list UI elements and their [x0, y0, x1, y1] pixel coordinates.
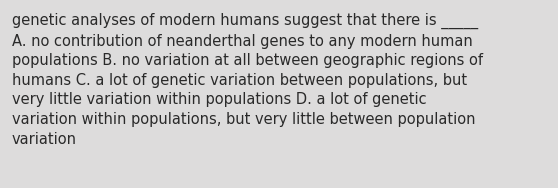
Text: genetic analyses of modern humans suggest that there is _____
A. no contribution: genetic analyses of modern humans sugges… — [12, 13, 483, 147]
